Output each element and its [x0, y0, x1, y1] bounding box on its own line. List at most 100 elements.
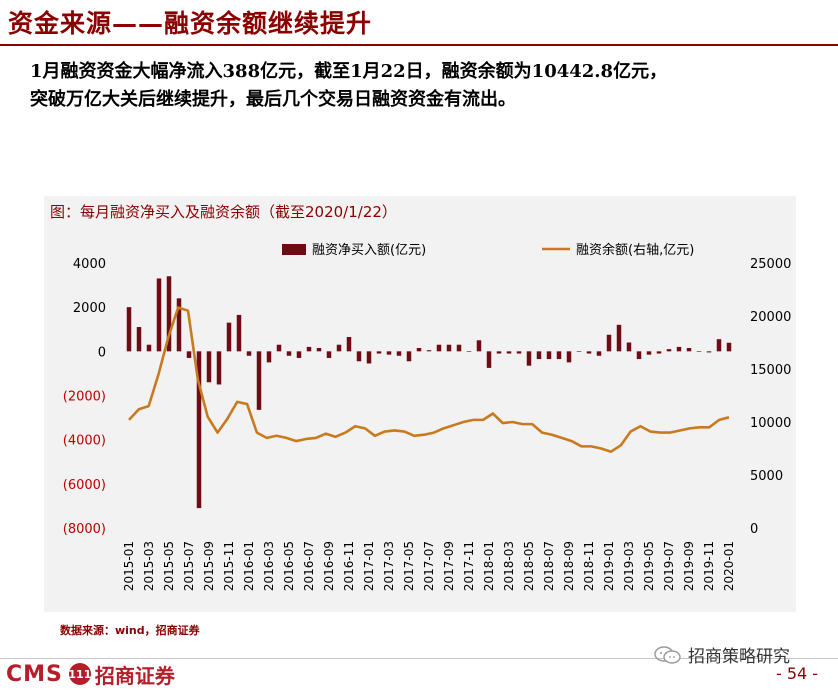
bar-net-financing: [586, 351, 592, 354]
bar-net-financing: [676, 346, 682, 352]
logo-company-name: 招商证券: [94, 663, 175, 688]
bar-net-financing: [276, 344, 282, 352]
wechat-account-name: 招商策略研究: [688, 647, 790, 667]
left-axis-tick-label: (8000): [63, 522, 106, 537]
bar-net-financing: [196, 351, 202, 509]
bar-net-financing: [156, 278, 162, 352]
x-axis-tick-label: 2016-01: [242, 541, 256, 591]
x-axis-tick-label: 2019-11: [702, 541, 716, 591]
bar-net-financing: [356, 351, 362, 362]
x-axis-tick-label: 2015-05: [162, 541, 176, 591]
bar-net-financing: [686, 348, 692, 352]
bar-net-financing: [526, 351, 532, 366]
bar-net-financing: [596, 351, 602, 356]
left-axis-tick-label: (2000): [63, 390, 106, 405]
x-axis-tick-label: 2016-07: [302, 541, 316, 591]
page-title: 资金来源——融资余额继续提升: [8, 9, 373, 38]
bar-net-financing: [396, 351, 402, 356]
right-axis-tick-label: 5000: [750, 469, 783, 484]
bar-net-financing: [366, 351, 372, 364]
bar-net-financing: [166, 276, 172, 352]
right-axis-tick-label: 25000: [750, 257, 791, 272]
x-axis-tick-label: 2015-09: [202, 541, 216, 591]
bar-net-financing: [216, 351, 222, 385]
right-axis-tick-label: 10000: [750, 416, 791, 431]
bar-net-financing: [466, 351, 472, 352]
chart-panel: [44, 196, 796, 612]
bar-net-financing: [306, 346, 312, 352]
bar-net-financing: [176, 298, 182, 352]
bar-net-financing: [496, 351, 502, 354]
bar-net-financing: [606, 334, 612, 352]
bar-net-financing: [536, 351, 542, 360]
bar-net-financing: [226, 322, 232, 352]
x-axis-tick-label: 2017-11: [462, 541, 476, 591]
summary-text: 1月融资资金大幅净流入388亿元，截至1月22日，融资余额为10442.8亿元，…: [30, 58, 830, 114]
logo-cms-text: CMS: [6, 661, 63, 687]
legend-label-bar: 融资净买入额(亿元): [312, 243, 426, 258]
x-axis-tick-label: 2019-05: [642, 541, 656, 591]
x-axis-tick-label: 2019-07: [662, 541, 676, 591]
bar-net-financing: [346, 336, 352, 352]
x-axis-tick-label: 2019-09: [682, 541, 696, 591]
x-axis-tick-label: 2018-01: [482, 541, 496, 591]
bar-net-financing: [626, 342, 632, 352]
x-axis-tick-label: 2017-01: [362, 541, 376, 591]
bar-net-financing: [376, 351, 382, 354]
x-axis-tick-label: 2015-07: [182, 541, 196, 591]
x-axis-tick-label: 2018-05: [522, 541, 536, 591]
bar-net-financing: [296, 351, 302, 358]
bar-net-financing: [646, 351, 652, 355]
bar-net-financing: [576, 351, 582, 352]
left-axis-tick-label: (4000): [63, 434, 106, 449]
bar-net-financing: [136, 327, 142, 352]
summary-line-1: 1月融资资金大幅净流入388亿元，截至1月22日，融资余额为10442.8亿元，: [30, 61, 668, 82]
bar-net-financing: [726, 342, 732, 352]
x-axis-tick-label: 2017-05: [402, 541, 416, 591]
right-axis-tick-label: 20000: [750, 310, 791, 325]
title-underline: [0, 44, 838, 46]
x-axis-tick-label: 2019-03: [622, 541, 636, 591]
left-axis-tick-label: (6000): [63, 478, 106, 493]
x-axis-tick-label: 2016-11: [342, 541, 356, 591]
bar-net-financing: [546, 351, 552, 360]
x-axis-tick-label: 2018-11: [582, 541, 596, 591]
bar-net-financing: [416, 348, 422, 352]
left-axis-tick-label: 2000: [73, 301, 106, 316]
x-axis-tick-label: 2019-01: [602, 541, 616, 591]
bar-net-financing: [476, 340, 482, 352]
line-financing-balance: [128, 306, 730, 453]
x-axis-tick-label: 2017-09: [442, 541, 456, 591]
bar-net-financing: [446, 344, 452, 352]
x-axis-tick-label: 2015-11: [222, 541, 236, 591]
bar-net-financing: [486, 351, 492, 368]
left-axis-tick-label: 4000: [73, 257, 106, 272]
x-axis-tick-label: 2018-09: [562, 541, 576, 591]
bar-net-financing: [566, 351, 572, 363]
logo-mark-icon: 111: [68, 663, 91, 685]
wechat-account: 招商策略研究: [654, 642, 790, 667]
bar-net-financing: [696, 351, 702, 352]
bar-net-financing: [656, 351, 662, 354]
x-axis-tick-label: 2016-09: [322, 541, 336, 591]
x-axis-tick-label: 2020-01: [722, 541, 736, 591]
bar-net-financing: [126, 307, 132, 352]
wechat-icon: [654, 645, 681, 664]
bar-net-financing: [266, 351, 272, 363]
cms-logo: CMS 111 招商证券: [6, 660, 175, 688]
bar-net-financing: [706, 351, 712, 353]
bar-net-financing: [616, 324, 622, 352]
combo-chart: 400020000(2000)(4000)(6000)(8000)2500020…: [63, 242, 792, 591]
chart-caption: 图：每月融资净买入及融资余额（截至2020/1/22）: [50, 203, 397, 221]
footer-divider: [0, 658, 838, 659]
bar-net-financing: [336, 344, 342, 352]
x-axis-tick-label: 2016-05: [282, 541, 296, 591]
bar-net-financing: [456, 344, 462, 352]
x-axis-tick-label: 2017-07: [422, 541, 436, 591]
legend-label-line: 融资余额(右轴,亿元): [576, 242, 694, 258]
data-source-note: 数据来源：wind，招商证券: [60, 624, 200, 637]
right-axis-tick-label: 0: [750, 522, 758, 537]
legend-swatch-bar: [282, 244, 306, 255]
bar-net-financing: [146, 344, 152, 352]
x-axis-tick-label: 2015-03: [142, 541, 156, 591]
